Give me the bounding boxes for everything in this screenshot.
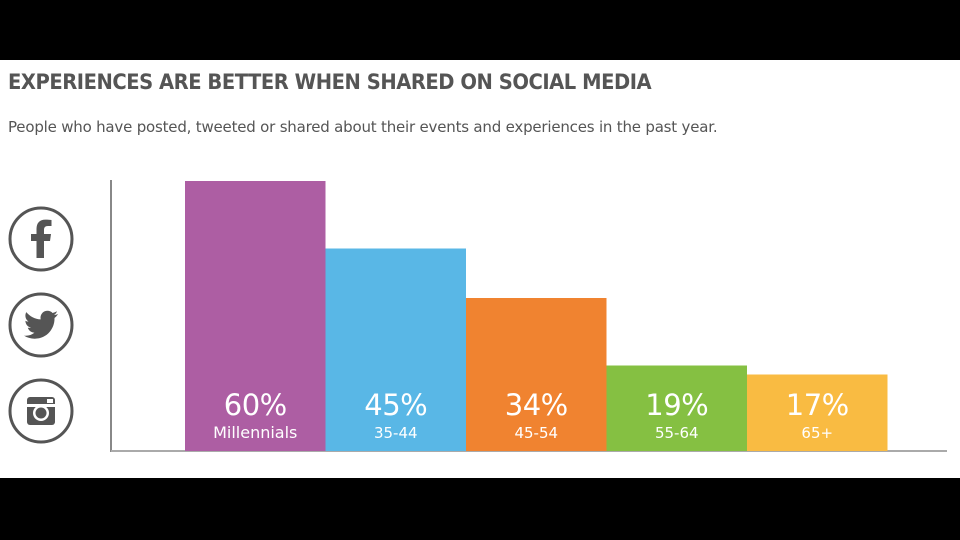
twitter-icon bbox=[8, 292, 74, 358]
bar-value-label: 34% bbox=[505, 388, 568, 422]
bar-category-label: Millennials bbox=[213, 423, 297, 442]
facebook-icon bbox=[8, 206, 74, 272]
bar-category-label: 55-64 bbox=[655, 424, 699, 442]
bars: 60%Millennials 45% 35-44 34% 45-54 19% 55-64 17… bbox=[185, 181, 888, 451]
bar-value-label: 60% bbox=[224, 388, 287, 422]
bar-category-label: 45-54 bbox=[514, 424, 558, 442]
bar-65+ bbox=[747, 374, 888, 451]
bar-45-54 bbox=[466, 298, 607, 451]
bar-category-label: 65+ bbox=[801, 424, 833, 442]
page-subtitle: People who have posted, tweeted or share… bbox=[8, 118, 718, 136]
bar-value-label: 19% bbox=[645, 388, 708, 422]
bar-35-44 bbox=[325, 248, 466, 451]
bar-category-label: 35-44 bbox=[374, 424, 418, 442]
bar-value-label: 45% bbox=[364, 388, 427, 422]
page-title: EXPERIENCES ARE BETTER WHEN SHARED ON SO… bbox=[8, 70, 652, 94]
instagram-icon bbox=[8, 378, 74, 444]
bar-chart: 60%Millennials 45% 35-44 34% 45-54 19% 55-64 17… bbox=[110, 180, 947, 452]
bar-value-label: 17% bbox=[786, 388, 849, 422]
bar-55-64 bbox=[606, 365, 747, 451]
bar-millennials bbox=[185, 181, 326, 451]
social-icons bbox=[8, 206, 76, 464]
infographic: EXPERIENCES ARE BETTER WHEN SHARED ON SO… bbox=[0, 60, 960, 478]
